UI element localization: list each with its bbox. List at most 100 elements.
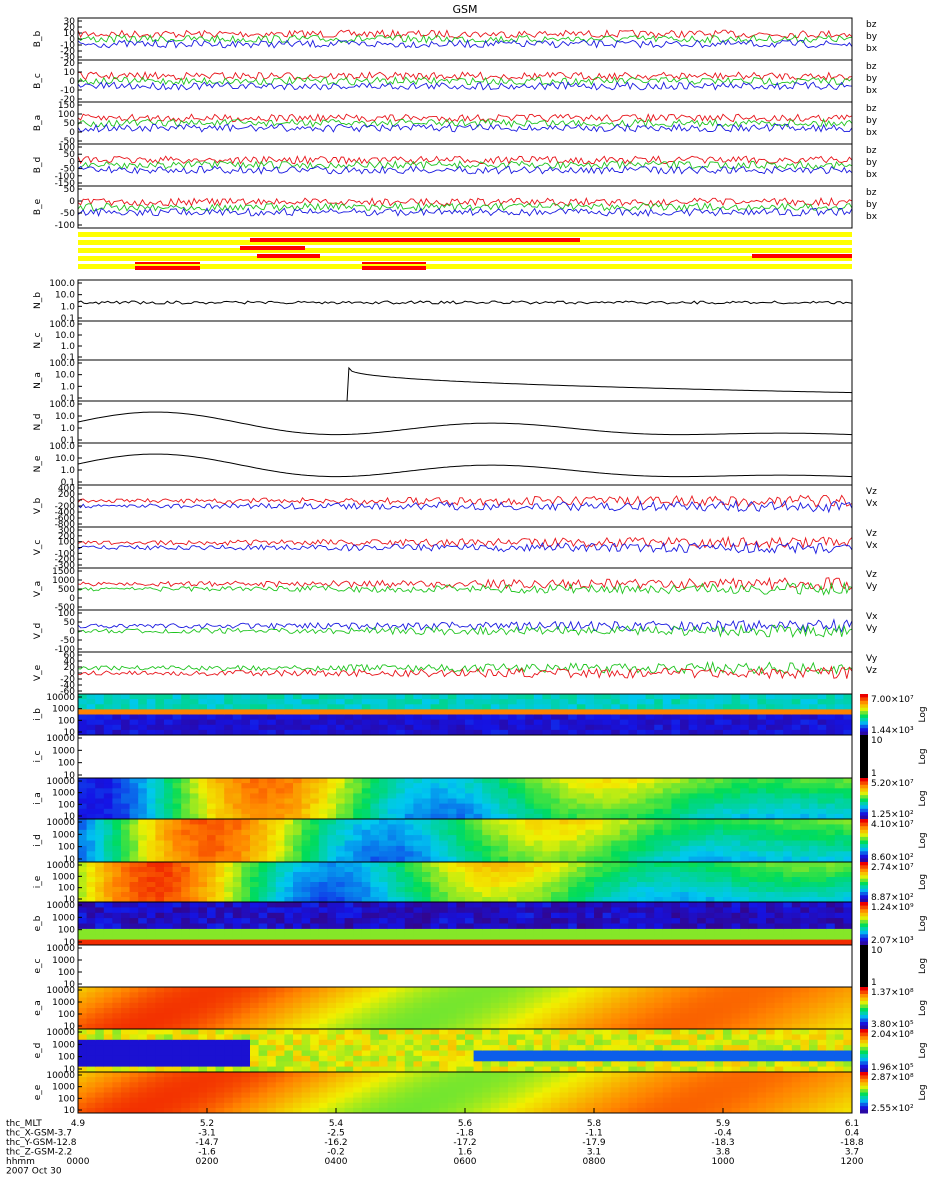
spectrogram-cell bbox=[189, 1055, 199, 1062]
spectrogram-cell bbox=[826, 923, 836, 930]
spectrogram-cell bbox=[508, 997, 518, 1004]
spectrogram-cell bbox=[404, 939, 414, 945]
spectrogram-cell bbox=[189, 840, 199, 847]
spectrogram-cell bbox=[232, 840, 242, 847]
spectrogram-cell bbox=[465, 778, 475, 784]
spectrogram-cell bbox=[146, 704, 156, 710]
spectrogram-cell bbox=[430, 778, 440, 784]
spectrogram-cell bbox=[714, 808, 724, 815]
spectrogram-cell bbox=[525, 840, 535, 847]
spectrogram-cell bbox=[327, 918, 337, 925]
spectrogram-cell bbox=[508, 934, 518, 941]
spectrogram-cell bbox=[207, 1050, 217, 1057]
spectrogram-cell bbox=[766, 923, 776, 930]
spectrogram-cell bbox=[551, 1008, 561, 1014]
spectrogram-cell bbox=[155, 835, 165, 842]
spectrogram-cell bbox=[387, 877, 397, 883]
spectrogram-cell bbox=[465, 987, 475, 993]
panel-frame bbox=[77, 101, 853, 145]
spectrogram-cell bbox=[568, 872, 578, 878]
spectrogram-cell bbox=[353, 1018, 363, 1025]
spectrogram-cell bbox=[112, 872, 122, 878]
spectrogram-cell bbox=[585, 694, 595, 700]
spectrogram-cell bbox=[78, 699, 88, 705]
spectrogram-cell bbox=[138, 719, 148, 726]
spectrogram-cell bbox=[215, 829, 225, 836]
spectrogram-cell bbox=[671, 709, 681, 716]
spectrogram-cell bbox=[224, 987, 234, 993]
spectrogram-cell bbox=[138, 813, 148, 819]
spectrogram-cell bbox=[705, 897, 715, 902]
spectrogram-cell bbox=[757, 923, 767, 930]
spectrogram-cell bbox=[688, 987, 698, 993]
spectrogram-cell bbox=[207, 877, 217, 883]
spectrogram-cell bbox=[404, 887, 414, 893]
spectrogram-cell bbox=[671, 1023, 681, 1029]
spectrogram-cell bbox=[267, 1002, 277, 1009]
spectrogram-cell bbox=[602, 934, 612, 941]
spectrogram-cell bbox=[396, 918, 406, 925]
spectrogram-cell bbox=[78, 1018, 88, 1025]
spectrogram-cell bbox=[662, 798, 672, 805]
spectrogram-cell bbox=[181, 987, 191, 993]
spectrogram-cell bbox=[379, 714, 389, 721]
spectrogram-cell bbox=[129, 694, 139, 700]
spectrogram-cell bbox=[680, 862, 690, 868]
spectrogram-cell bbox=[585, 798, 595, 805]
spectrogram-cell bbox=[181, 902, 191, 908]
spectrogram-cell bbox=[387, 872, 397, 878]
spectrogram-cell bbox=[817, 882, 827, 888]
spectrogram-cell bbox=[112, 892, 122, 898]
spectrogram-cell bbox=[731, 778, 741, 784]
spectrogram-cell bbox=[413, 813, 423, 819]
spectrogram-cell bbox=[774, 729, 784, 735]
spectrogram-cell bbox=[465, 1018, 475, 1025]
spectrogram-cell bbox=[482, 939, 492, 945]
spectrogram-cell bbox=[628, 729, 638, 735]
spectrogram-cell bbox=[146, 783, 156, 789]
spectrogram-cell bbox=[757, 724, 767, 731]
spectrogram-cell bbox=[301, 793, 311, 800]
spectrogram-cell bbox=[637, 824, 647, 831]
spectrogram-cell bbox=[697, 778, 707, 784]
spectrogram-cell bbox=[654, 803, 664, 810]
spectrogram-cell bbox=[516, 877, 526, 883]
spectrogram-cell bbox=[181, 939, 191, 945]
spectrogram-cell bbox=[568, 719, 578, 726]
spectrogram-cell bbox=[86, 694, 96, 700]
spectrogram-cell bbox=[129, 877, 139, 883]
spectrogram-cell bbox=[250, 867, 260, 873]
spectrogram-cell bbox=[748, 887, 758, 893]
spectrogram-cell bbox=[525, 1002, 535, 1009]
spectrogram-cell bbox=[181, 877, 191, 883]
spectrogram-cell bbox=[78, 862, 88, 868]
spectrogram-cell bbox=[121, 704, 131, 710]
spectrogram-cell bbox=[344, 808, 354, 815]
spectrogram-cell bbox=[559, 803, 569, 810]
spectrogram-cell bbox=[164, 694, 174, 700]
spectrogram-cell bbox=[525, 872, 535, 878]
spectrogram-cell bbox=[396, 1018, 406, 1025]
colorbar-segment bbox=[860, 700, 868, 705]
spectrogram-cell bbox=[422, 907, 432, 914]
spectrogram-cell bbox=[465, 939, 475, 945]
spectrogram-cell bbox=[723, 840, 733, 847]
spectrogram-cell bbox=[490, 923, 500, 930]
spectrogram-cell bbox=[731, 856, 741, 862]
spectrogram-cell bbox=[473, 928, 483, 935]
spectrogram-cell bbox=[310, 1023, 320, 1029]
spectrogram-cell bbox=[121, 897, 131, 902]
spectrogram-cell bbox=[594, 1018, 604, 1025]
legend-bz: bz bbox=[866, 146, 877, 156]
spectrogram-cell bbox=[207, 729, 217, 735]
legend-Vz: Vz bbox=[866, 570, 877, 580]
spectrogram-cell bbox=[533, 877, 543, 883]
spectrogram-cell bbox=[576, 918, 586, 925]
spectrogram-cell bbox=[344, 709, 354, 716]
spectrogram-cell bbox=[95, 897, 105, 902]
spectrogram-cell bbox=[637, 835, 647, 842]
spectrogram-cell bbox=[275, 829, 285, 836]
spectrogram-cell bbox=[129, 1050, 139, 1057]
spectrogram-cell bbox=[258, 829, 268, 836]
spectrogram-cell bbox=[198, 719, 208, 726]
